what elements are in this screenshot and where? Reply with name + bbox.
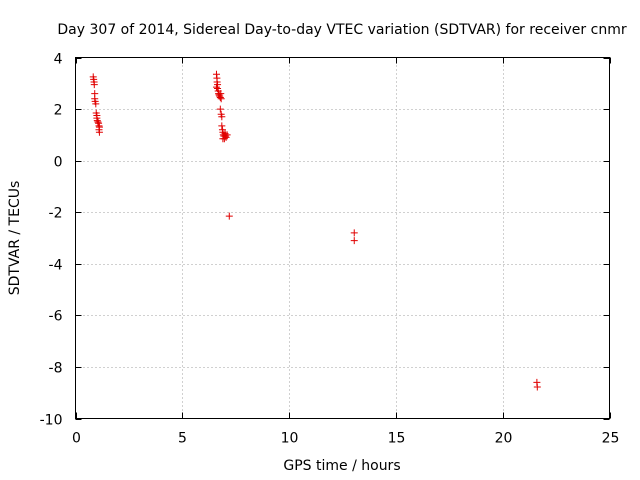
y-tick-label: 4	[54, 52, 63, 68]
data-point	[217, 95, 225, 103]
grid-lines	[75, 57, 610, 419]
x-tick-label: 0	[72, 431, 81, 447]
data-point	[218, 113, 226, 121]
y-tick-labels: -10 -8 -6 -4 -2 0 2 4	[40, 52, 63, 429]
x-tick-label: 20	[495, 431, 513, 447]
y-tick-label: -8	[49, 361, 63, 377]
y-tick-label: -6	[49, 309, 63, 325]
plot-frame	[75, 57, 610, 419]
x-tick-label: 5	[178, 431, 187, 447]
data-point	[218, 122, 226, 130]
x-tick-label: 25	[602, 431, 620, 447]
data-point	[94, 118, 102, 126]
x-tick-label: 10	[281, 431, 299, 447]
data-point	[223, 131, 231, 139]
x-tick-label: 15	[388, 431, 406, 447]
y-tick-label: 2	[54, 103, 63, 119]
y-tick-label: -4	[49, 258, 63, 274]
data-point	[95, 128, 103, 136]
axis-ticks	[75, 57, 611, 420]
data-point	[216, 105, 224, 113]
y-tick-label: -2	[49, 206, 63, 222]
chart-title: Day 307 of 2014, Sidereal Day-to-day VTE…	[57, 22, 626, 38]
data-point	[90, 81, 98, 89]
y-tick-label: -10	[40, 413, 63, 429]
x-axis-label: GPS time / hours	[283, 458, 400, 474]
data-point	[225, 212, 233, 220]
data-point	[533, 383, 541, 391]
data-points	[89, 70, 541, 391]
data-point	[350, 237, 358, 245]
data-point	[92, 100, 100, 108]
data-point	[219, 135, 227, 143]
x-tick-labels: 0 5 10 15 20 25	[72, 431, 619, 447]
y-axis-label: SDTVAR / TECUs	[7, 181, 23, 296]
y-tick-label: 0	[54, 155, 63, 171]
data-point	[212, 83, 220, 91]
data-point	[350, 229, 358, 237]
